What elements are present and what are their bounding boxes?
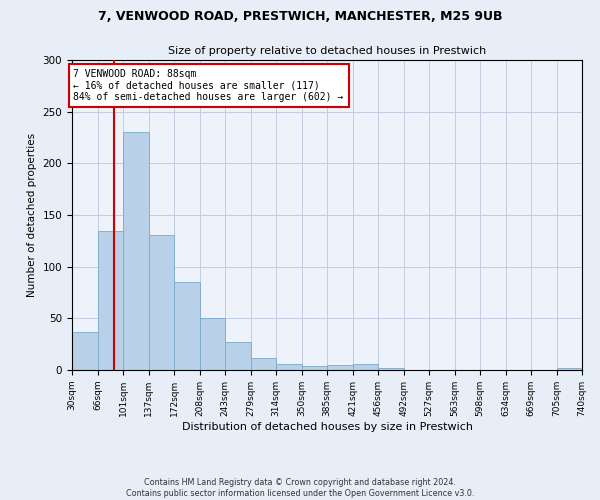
Title: Size of property relative to detached houses in Prestwich: Size of property relative to detached ho… bbox=[168, 46, 486, 56]
Text: Contains HM Land Registry data © Crown copyright and database right 2024.
Contai: Contains HM Land Registry data © Crown c… bbox=[126, 478, 474, 498]
Bar bbox=[251, 358, 276, 370]
Bar bbox=[149, 234, 174, 370]
Bar bbox=[327, 365, 353, 370]
Bar bbox=[98, 230, 123, 370]
Text: 7 VENWOOD ROAD: 88sqm
← 16% of detached houses are smaller (117)
84% of semi-det: 7 VENWOOD ROAD: 88sqm ← 16% of detached … bbox=[73, 70, 344, 102]
Bar bbox=[378, 368, 404, 370]
Bar bbox=[276, 364, 302, 370]
Bar bbox=[200, 318, 225, 370]
Bar bbox=[174, 282, 200, 370]
X-axis label: Distribution of detached houses by size in Prestwich: Distribution of detached houses by size … bbox=[182, 422, 473, 432]
Bar bbox=[557, 368, 582, 370]
Bar bbox=[353, 364, 378, 370]
Bar bbox=[123, 132, 149, 370]
Text: 7, VENWOOD ROAD, PRESTWICH, MANCHESTER, M25 9UB: 7, VENWOOD ROAD, PRESTWICH, MANCHESTER, … bbox=[98, 10, 502, 23]
Y-axis label: Number of detached properties: Number of detached properties bbox=[27, 133, 37, 297]
Bar bbox=[72, 332, 98, 370]
Bar bbox=[225, 342, 251, 370]
Bar bbox=[302, 366, 327, 370]
